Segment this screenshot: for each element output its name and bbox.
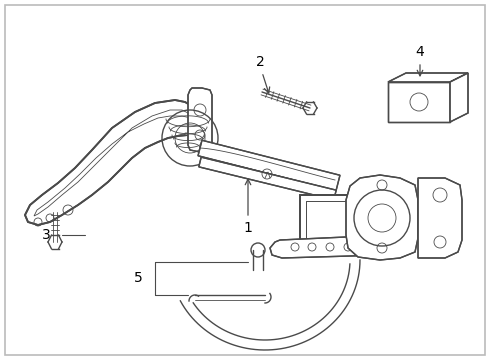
Polygon shape [300, 195, 352, 245]
Polygon shape [418, 178, 462, 258]
Polygon shape [346, 175, 418, 260]
Polygon shape [25, 100, 200, 225]
Polygon shape [199, 157, 336, 200]
Polygon shape [34, 110, 195, 216]
Polygon shape [198, 140, 340, 191]
Text: 3: 3 [42, 228, 50, 242]
Polygon shape [188, 88, 212, 152]
Text: 4: 4 [416, 45, 424, 59]
Polygon shape [388, 82, 450, 122]
Polygon shape [306, 201, 346, 239]
Text: 2: 2 [256, 55, 265, 69]
Polygon shape [388, 73, 468, 82]
Polygon shape [270, 235, 400, 258]
Text: 1: 1 [244, 221, 252, 235]
Text: 5: 5 [134, 271, 143, 285]
Polygon shape [450, 73, 468, 122]
